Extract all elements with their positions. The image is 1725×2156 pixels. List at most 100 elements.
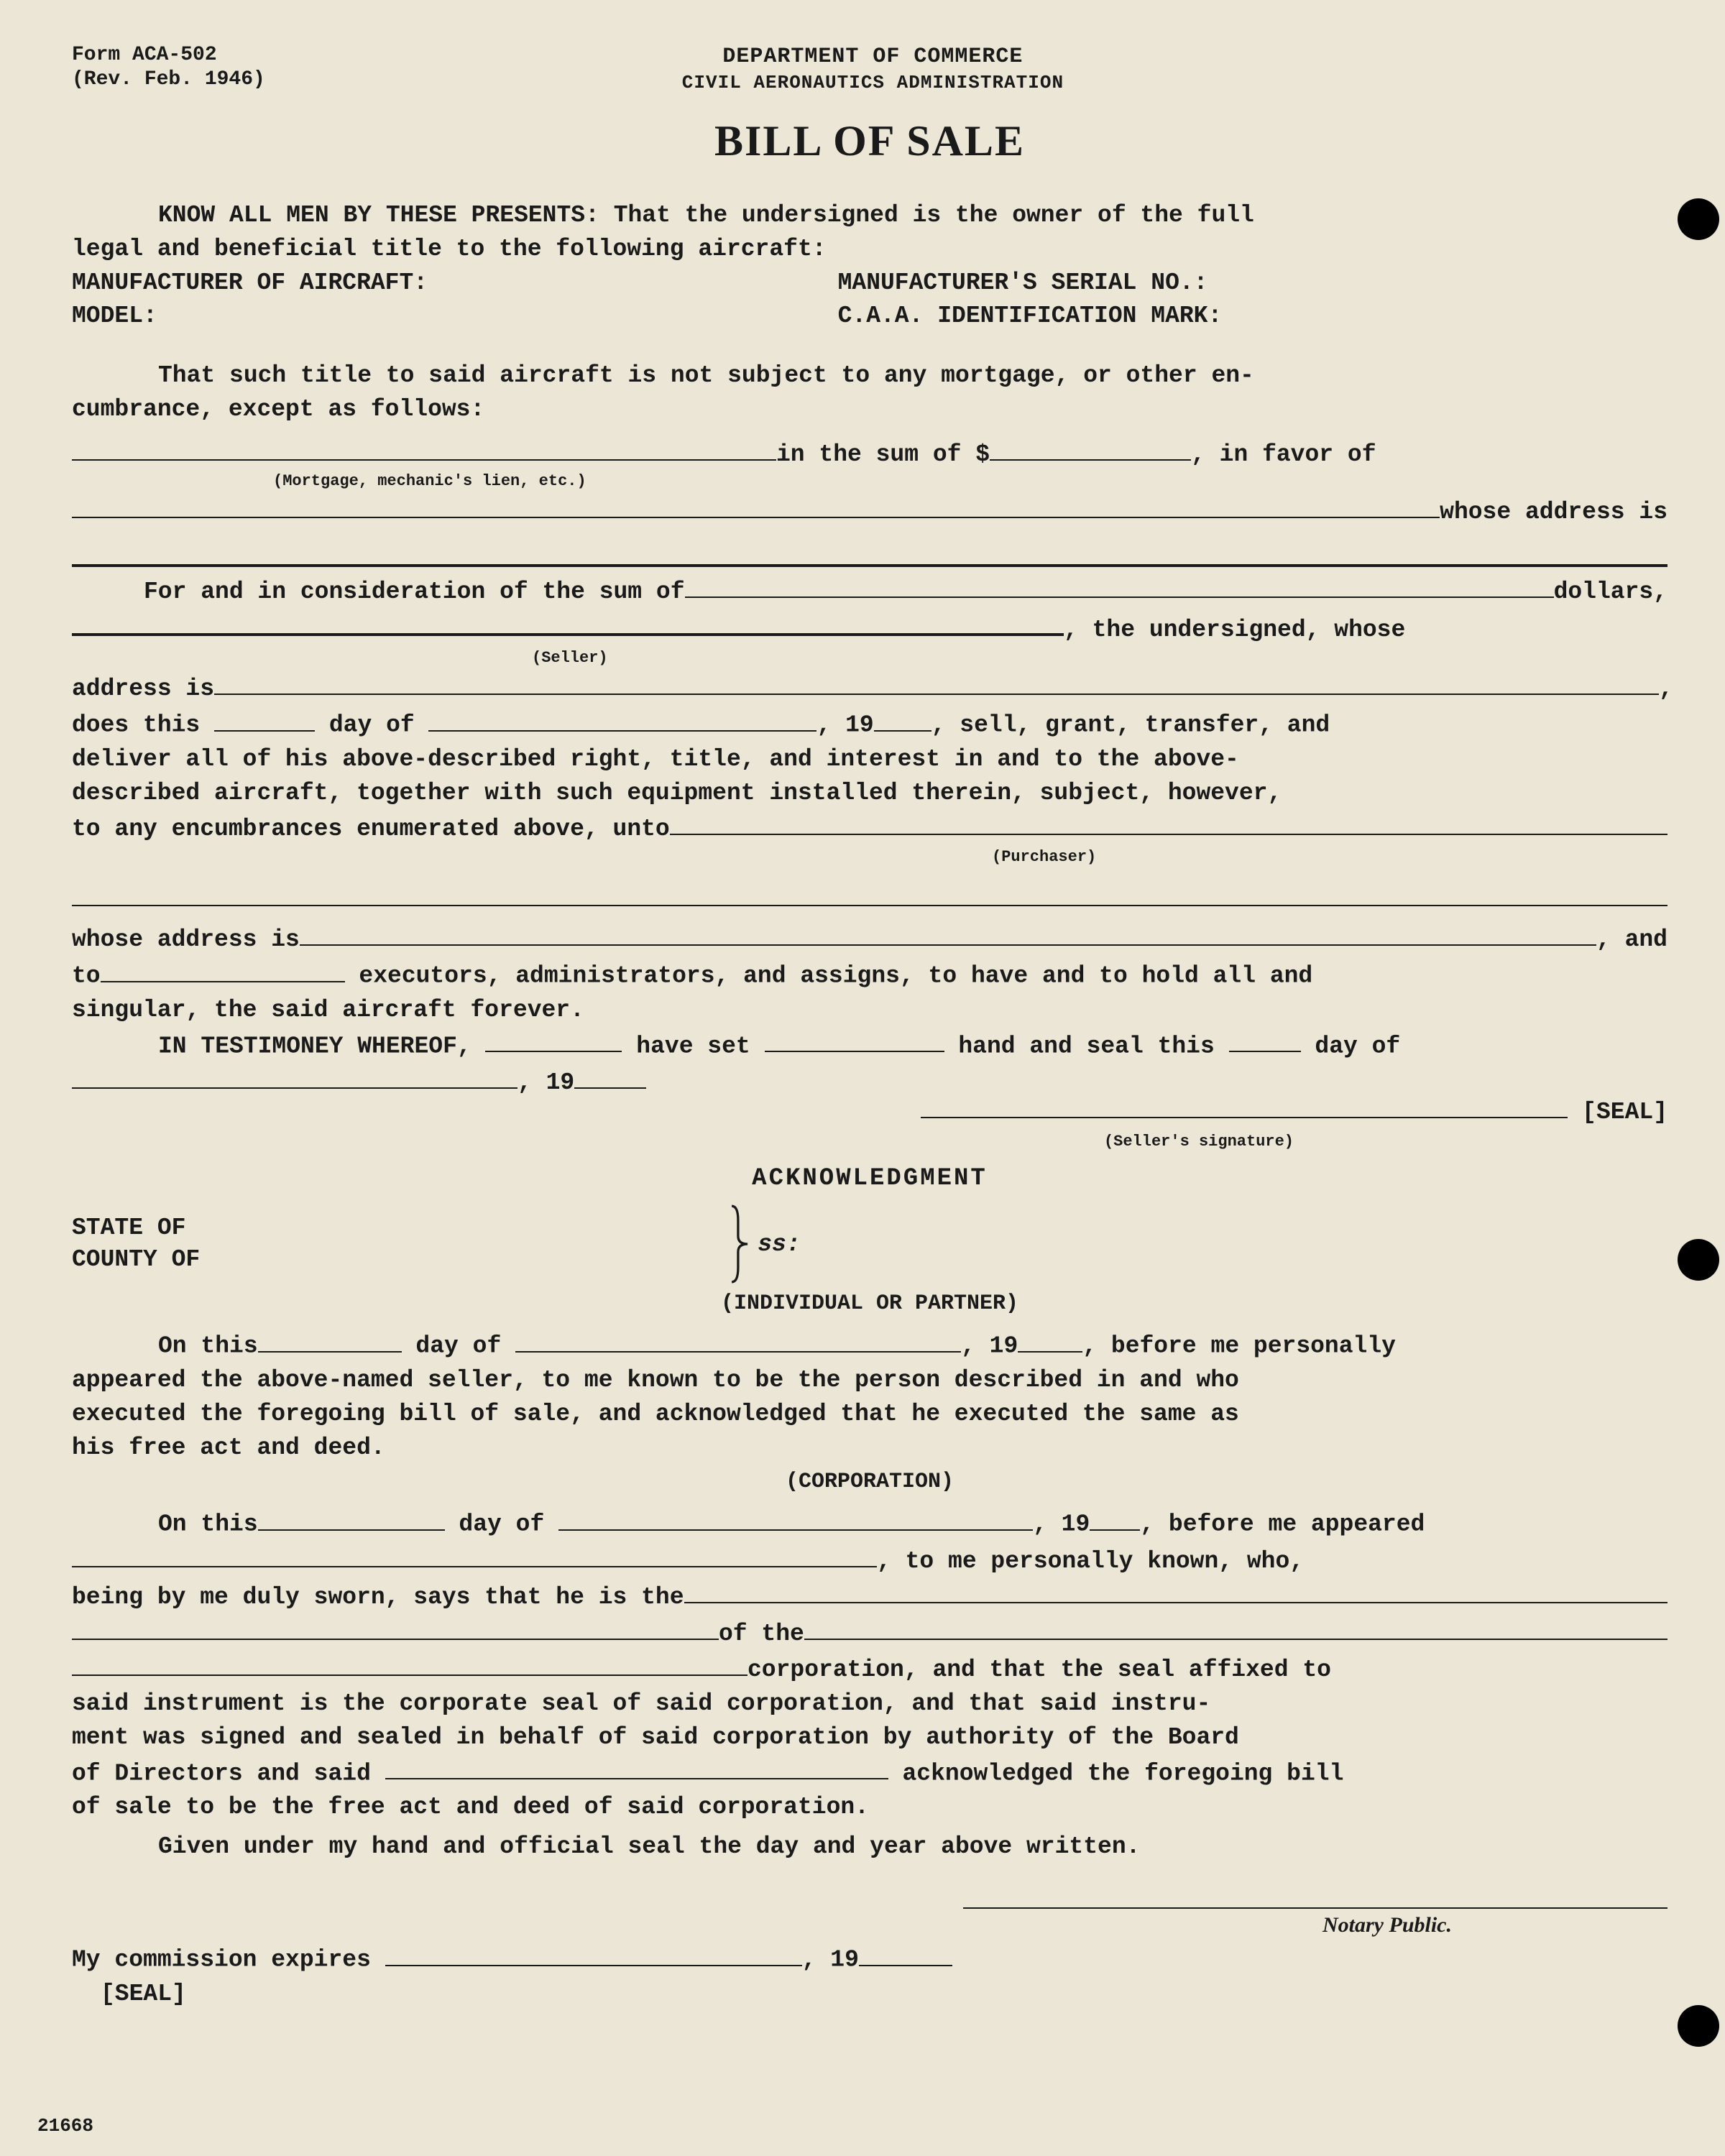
seller-signature-caption: (Seller's signature) [72, 1130, 1294, 1153]
ack-corp-line-5: corporation, and that the seal affixed t… [72, 1651, 1668, 1687]
unto-row: to any encumbrances enumerated above, un… [72, 811, 1668, 847]
directors-blank[interactable] [385, 1755, 888, 1780]
day-blank[interactable] [214, 706, 315, 732]
seller-address-row: address is , [72, 670, 1668, 706]
seller-caption: (Seller) [532, 646, 1668, 670]
ss-text: ss: [758, 1227, 800, 1263]
purchaser-line-2[interactable] [72, 877, 1668, 906]
year-blank[interactable] [874, 706, 932, 732]
personally-known: , to me personally known, who, [877, 1545, 1304, 1579]
address-blank-line[interactable] [72, 535, 1668, 567]
county-of: COUNTY OF [72, 1244, 200, 1276]
administration: CIVIL AERONAUTICS ADMINISTRATION [265, 71, 1481, 96]
consideration-text: For and in consideration of the sum of [144, 574, 685, 610]
document-number: 21668 [37, 2112, 93, 2140]
punch-hole [1678, 1239, 1719, 1281]
state-county-row: STATE OF COUNTY OF ss: [72, 1204, 1668, 1284]
individual-subtitle: (INDIVIDUAL OR PARTNER) [72, 1288, 1668, 1320]
ack-day-blank[interactable] [258, 1327, 402, 1353]
purchaser-address-blank[interactable] [300, 921, 1596, 946]
month-blank[interactable] [428, 706, 816, 732]
deliver-line: deliver all of his above-described right… [72, 743, 1668, 777]
given-under-line: Given under my hand and official seal th… [72, 1830, 1668, 1864]
consideration-blank[interactable] [685, 573, 1554, 598]
ack-corp-line-8: of Directors and said acknowledged the f… [72, 1755, 1668, 1792]
seller-blank[interactable] [72, 609, 1064, 635]
notary-signature-row [72, 1884, 1668, 1909]
form-revision: (Rev. Feb. 1946) [72, 68, 265, 92]
in-favor-text: , in favor of [1191, 437, 1376, 473]
purchaser-address-row: whose address is , and [72, 921, 1668, 957]
aircraft-ids-row-2: MODEL: C.A.A. IDENTIFICATION MARK: [72, 300, 1668, 333]
ack-corp-line-2: , to me personally known, who, [72, 1542, 1668, 1579]
does-this-line: does this day of , 19, sell, grant, tran… [72, 706, 1668, 743]
ack-month-blank[interactable] [515, 1327, 961, 1353]
aircraft-ids-row-1: MANUFACTURER OF AIRCRAFT: MANUFACTURER'S… [72, 267, 1668, 300]
ack-indiv-line-3: executed the foregoing bill of sale, and… [72, 1398, 1668, 1432]
corp-month-blank[interactable] [558, 1506, 1033, 1531]
ack-year-blank[interactable] [1018, 1327, 1082, 1353]
model-label: MODEL: [72, 300, 838, 333]
seal-2: [SEAL] [72, 1978, 1668, 2012]
notary-signature-blank[interactable] [963, 1884, 1668, 1909]
and-text: , and [1596, 922, 1668, 958]
whose-address-text: whose address is [1440, 494, 1668, 530]
serial-label: MANUFACTURER'S SERIAL NO.: [838, 267, 1208, 300]
seller-address-blank[interactable] [214, 670, 1659, 695]
ack-corp-line-4: of the [72, 1615, 1668, 1651]
whose-address-2: whose address is [72, 922, 300, 958]
ack-corp-line-6: said instrument is the corporate seal of… [72, 1687, 1668, 1721]
to-blank[interactable] [101, 957, 345, 982]
intro-line-1: KNOW ALL MEN BY THESE PRESENTS: That the… [72, 199, 1668, 233]
favoree-blank[interactable] [72, 493, 1440, 518]
singular-line: singular, the said aircraft forever. [72, 994, 1668, 1028]
brace-icon [726, 1204, 752, 1284]
corp-title-blank[interactable] [684, 1578, 1668, 1603]
form-id: Form ACA-502 (Rev. Feb. 1946) [72, 43, 265, 91]
favoree-row: whose address is [72, 493, 1668, 530]
corporation-subtitle: (CORPORATION) [72, 1466, 1668, 1498]
to-any-text: to any encumbrances enumerated above, un… [72, 813, 670, 847]
mortgage-row: in the sum of $ , in favor of [72, 436, 1668, 472]
intro-line-2: legal and beneficial title to the follow… [72, 233, 1668, 267]
corp-blank-4[interactable] [72, 1615, 719, 1640]
department-header: DEPARTMENT OF COMMERCE CIVIL AERONAUTICS… [265, 43, 1481, 96]
sum-blank[interactable] [990, 436, 1191, 461]
department: DEPARTMENT OF COMMERCE [265, 43, 1481, 71]
purchaser-blank[interactable] [670, 811, 1668, 836]
ack-corp-line-1: On this day of , 19, before me appeared [72, 1506, 1668, 1542]
seller-row: , the undersigned, whose [72, 609, 1668, 648]
commission-line: My commission expires , 19 [72, 1941, 1668, 1978]
corp-year-blank[interactable] [1090, 1506, 1140, 1531]
corp-day-blank[interactable] [258, 1506, 445, 1531]
commission-blank[interactable] [385, 1941, 802, 1966]
corp-name-blank[interactable] [72, 1542, 877, 1567]
corporation-text: corporation, and that the seal affixed t… [748, 1654, 1331, 1687]
corp-blank-4b[interactable] [804, 1615, 1668, 1640]
encumbrance-line-1: That such title to said aircraft is not … [72, 359, 1668, 393]
ack-indiv-line-2: appeared the above-named seller, to me k… [72, 1364, 1668, 1398]
caa-label: C.A.A. IDENTIFICATION MARK: [838, 300, 1223, 333]
document-title: BILL OF SALE [72, 109, 1668, 173]
acknowledgment-title: ACKNOWLEDGMENT [72, 1161, 1668, 1197]
ack-corp-line-9: of sale to be the free act and deed of s… [72, 1791, 1668, 1825]
ack-indiv-line-1: On this day of , 19, before me personall… [72, 1327, 1668, 1364]
being-sworn: being by me duly sworn, says that he is … [72, 1581, 684, 1615]
commission-year-blank[interactable] [859, 1941, 952, 1966]
corp-blank-5[interactable] [72, 1651, 748, 1676]
mortgage-blank[interactable] [72, 436, 776, 461]
testimony-day-blank[interactable] [1229, 1028, 1301, 1053]
described-line: described aircraft, together with such e… [72, 777, 1668, 811]
testimony-year-blank[interactable] [574, 1064, 646, 1089]
encumbrance-line-2: cumbrance, except as follows: [72, 393, 1668, 427]
executors-line: to executors, administrators, and assign… [72, 957, 1668, 994]
testimony-blank-2[interactable] [765, 1028, 944, 1053]
notary-caption: Notary Public. [72, 1909, 1452, 1941]
testimony-month-blank[interactable] [72, 1064, 518, 1089]
testimony-blank-1[interactable] [485, 1028, 622, 1053]
consideration-row: For and in consideration of the sum of d… [72, 573, 1668, 609]
seller-signature-blank[interactable] [921, 1093, 1568, 1118]
undersigned-text: , the undersigned, whose [1064, 612, 1405, 648]
header-row: Form ACA-502 (Rev. Feb. 1946) DEPARTMENT… [72, 43, 1668, 96]
in-sum-text: in the sum of $ [776, 437, 990, 473]
